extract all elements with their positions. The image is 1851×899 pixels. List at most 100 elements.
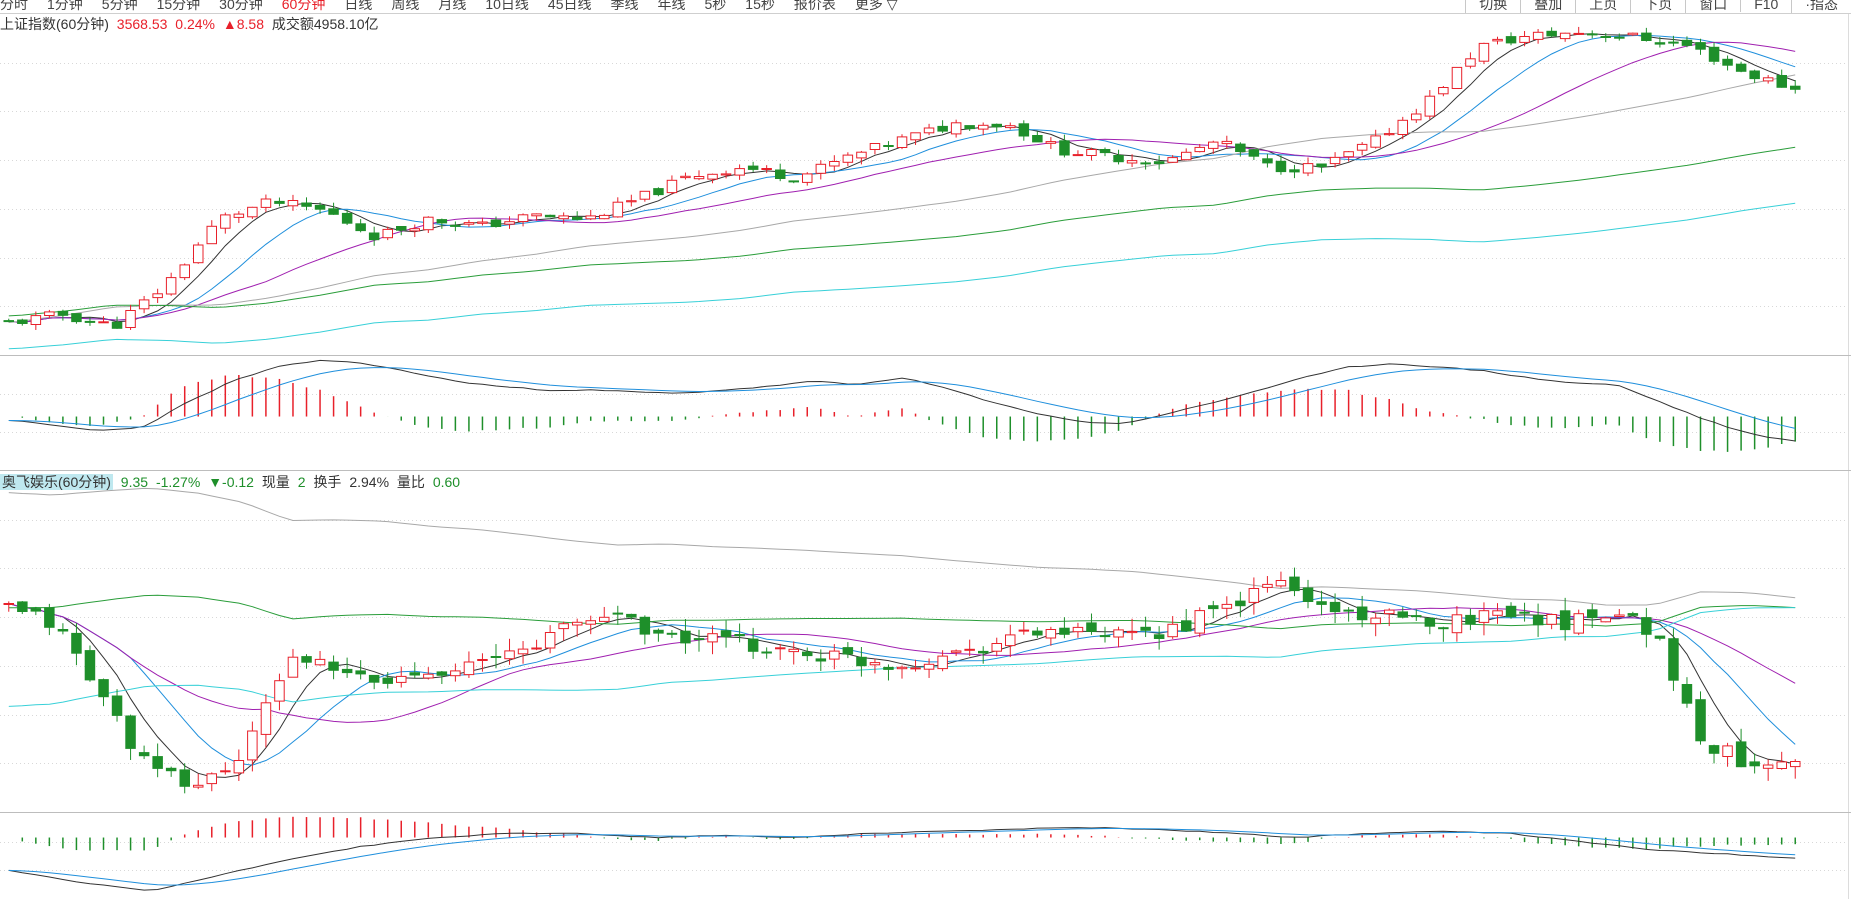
period-tab-6[interactable]: 日线 (344, 0, 373, 12)
candle-body (666, 179, 678, 194)
candle-body (1167, 157, 1178, 163)
period-tab-8[interactable]: 月线 (438, 0, 467, 12)
stock-change: ▼-0.12 (208, 474, 254, 490)
candle-body (490, 656, 502, 658)
candle-body (179, 769, 190, 787)
candle-body (1573, 32, 1584, 35)
candle-body (666, 632, 678, 635)
candle-body (1356, 143, 1368, 151)
tool-button-2[interactable]: 上页 (1575, 0, 1630, 13)
candle-body (477, 659, 488, 661)
dea-line (8, 828, 1796, 886)
candle-body (1208, 605, 1219, 610)
candle-body (734, 634, 745, 637)
candle-body (1181, 151, 1192, 161)
candle-body (368, 674, 380, 683)
turnover-value: 4958.10亿 (313, 16, 379, 32)
candle-body (815, 658, 827, 662)
candle-body (1086, 149, 1097, 156)
stock-kline-chart[interactable] (0, 471, 1851, 812)
candle-body (1465, 614, 1476, 625)
period-tab-0[interactable]: 分时 (0, 0, 28, 12)
tool-button-1[interactable]: 叠加 (1520, 0, 1575, 13)
index-macd-chart[interactable] (0, 356, 1851, 470)
candle-body (815, 163, 827, 174)
ma120-line (8, 146, 1796, 317)
candle-body (57, 310, 69, 316)
candle-body (165, 767, 177, 772)
candle-body (531, 647, 542, 650)
period-tab-16[interactable]: 更多 ▽ (854, 0, 898, 12)
candle-body (1275, 160, 1287, 173)
period-tab-10[interactable]: 45日线 (547, 0, 592, 12)
candle-body (517, 214, 529, 223)
period-tab-1[interactable]: 1分钟 (47, 0, 83, 12)
candle-body (1492, 610, 1503, 616)
ma120-line (8, 594, 1796, 630)
right-edge-divider (1848, 14, 1849, 899)
candle-body (57, 629, 69, 632)
candle-body (1221, 603, 1233, 609)
period-tab-5[interactable]: 60分钟 (281, 0, 326, 12)
period-tab-14[interactable]: 15秒 (745, 0, 775, 12)
candle-body (274, 200, 285, 204)
period-tab-12[interactable]: 年线 (657, 0, 686, 12)
tool-button-4[interactable]: 窗口 (1685, 0, 1740, 13)
candle-body (531, 213, 542, 217)
candle-body (599, 616, 610, 622)
index-kline-chart[interactable] (0, 14, 1851, 355)
candle-body (396, 226, 407, 231)
candle-body (1302, 163, 1314, 174)
volume-value: 2 (297, 474, 306, 490)
candle-body (1600, 36, 1611, 38)
candle-body (1235, 600, 1246, 607)
candle-body (1708, 46, 1720, 62)
index-change-pct: 0.24% (175, 16, 215, 32)
stock-name[interactable]: 奥飞娱乐(60分钟) (0, 474, 113, 490)
period-tab-4[interactable]: 30分钟 (219, 0, 263, 12)
candle-body (1614, 36, 1625, 39)
period-tab-15[interactable]: 报价表 (793, 0, 836, 12)
candle-body (1627, 613, 1639, 616)
candle-body (923, 127, 935, 134)
tool-button-0[interactable]: 切换 (1465, 0, 1520, 13)
volume-label: 现量 (261, 474, 290, 490)
candle-body (1735, 63, 1747, 72)
period-tab-13[interactable]: 5秒 (704, 0, 727, 12)
candle-body (1194, 610, 1205, 634)
candle-body (206, 225, 217, 245)
candle-body (1248, 149, 1260, 157)
candle-body (1153, 634, 1165, 640)
candle-body (1614, 614, 1625, 617)
period-tab-11[interactable]: 季线 (610, 0, 639, 12)
candle-body (1559, 610, 1571, 631)
tool-button-3[interactable]: 下页 (1630, 0, 1685, 13)
stock-macd-chart[interactable] (0, 813, 1851, 899)
tool-button-6[interactable]: ·指态 (1791, 0, 1851, 13)
candle-body (30, 608, 42, 612)
candle-body (1045, 141, 1057, 144)
candle-body (1722, 745, 1733, 757)
candle-body (328, 208, 339, 215)
candle-body (1059, 627, 1070, 635)
candle-body (761, 168, 772, 170)
candle-body (1478, 610, 1490, 623)
candle-body (1126, 160, 1138, 164)
candle-body (450, 670, 461, 677)
tool-button-5[interactable]: F10 (1740, 0, 1791, 12)
candle-body (1289, 169, 1300, 173)
candle-body (1343, 151, 1354, 158)
period-tab-7[interactable]: 周线 (391, 0, 420, 12)
candle-body (1099, 635, 1111, 638)
period-tab-9[interactable]: 10日线 (485, 0, 529, 12)
candle-body (98, 679, 109, 698)
candle-body (1749, 761, 1760, 767)
candle-body (30, 315, 42, 326)
candle-body (883, 666, 894, 670)
period-tab-3[interactable]: 15分钟 (156, 0, 201, 12)
period-tab-2[interactable]: 5分钟 (101, 0, 138, 12)
candle-body (193, 784, 204, 788)
candle-body (423, 673, 434, 679)
ma10-line (8, 34, 1796, 324)
candle-body (1262, 583, 1273, 588)
